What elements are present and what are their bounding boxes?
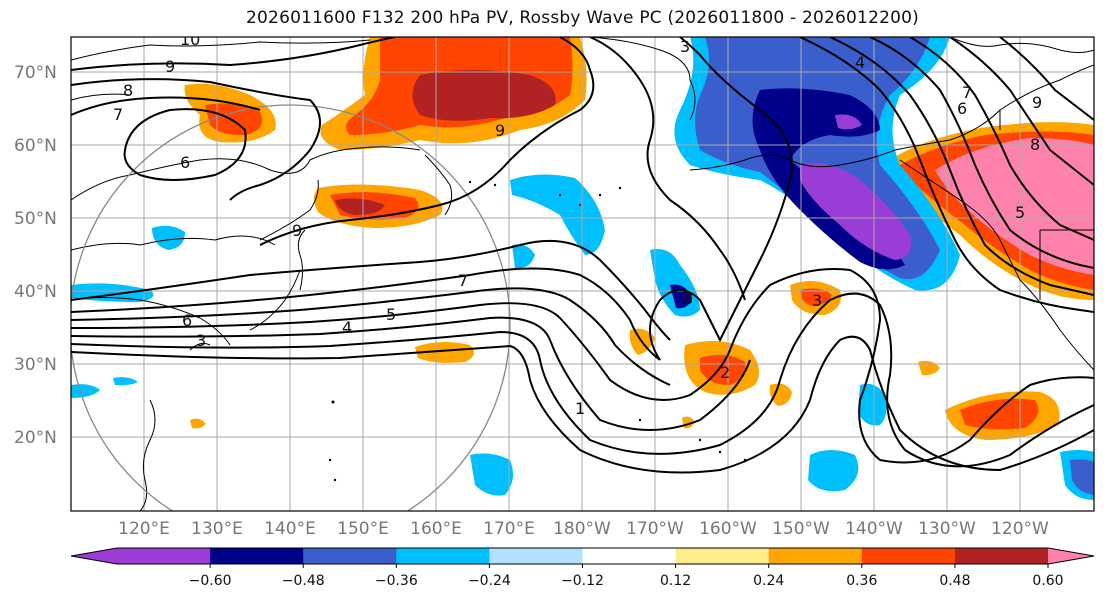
map-contents: 10 9 8 7 6 9 9 7 6 3 4 5 3 8 1 2 3 4 7 6… [71,30,1094,511]
lon-label: 140°E [264,519,316,539]
contour-label: 9 [292,221,302,240]
lon-label: 160°E [410,519,462,539]
colorbar-segment [675,548,770,564]
contour-label: 6 [180,153,190,172]
lon-label: 120°W [991,519,1049,539]
lat-label: 70°N [14,63,57,83]
colorbar-segment [582,548,677,564]
lon-label: 130°W [918,519,976,539]
contour-label: 6 [182,311,192,330]
islands [328,180,747,482]
colorbar-segment [954,548,1049,564]
region-circle [71,104,511,511]
contour-label: 7 [113,105,123,124]
lat-label: 50°N [14,209,57,229]
contour-labels: 10 9 8 7 6 9 9 7 6 3 4 5 3 8 1 2 3 4 7 6… [113,30,1042,418]
contour-label: 8 [1030,135,1040,154]
contour-label: 4 [342,318,352,337]
contour-label: 5 [386,305,396,324]
colorbar-tick-label: −0.36 [375,573,418,589]
positive-anomaly-subtropic [415,341,474,363]
colorbar-tick-label: −0.48 [282,573,325,589]
colorbar-tick-label: 0.36 [846,573,877,589]
contour-label: 3 [196,331,206,350]
pv-contours [71,37,1094,474]
colorbar-tick-label: 0.24 [753,573,784,589]
colorbar-segment [861,548,956,564]
colorbar-outline [70,547,1095,565]
lon-label: 120°E [118,519,170,539]
contour-label: 9 [165,57,175,76]
contour-label: 9 [1032,93,1042,112]
colorbar-extend-low [71,548,117,564]
contour-label: 8 [683,289,693,308]
colorbar-segment [303,548,397,564]
lat-label: 60°N [14,136,57,156]
contour-label: 2 [720,363,730,382]
contour-label: 8 [123,81,133,100]
lon-label: 130°E [191,519,243,539]
lat-label: 30°N [14,355,57,375]
lat-label: 20°N [14,428,57,448]
colorbar-tick-label: 0.12 [660,573,691,589]
contour-label: 3 [680,37,690,56]
contour-label: 5 [1015,203,1025,222]
lon-label: 150°W [772,519,830,539]
lon-label: 180°W [553,519,611,539]
shading-layer [71,37,1094,500]
colorbar-extend-high [1048,548,1094,564]
contour-label: 7 [458,271,468,290]
colorbar-tick-label: 0.60 [1032,573,1063,589]
negative-anomaly-central [510,174,605,255]
colorbar-tick-label: −0.60 [189,573,232,589]
contour-label: 4 [855,53,865,72]
colorbar: −0.60 −0.48 −0.36 −0.24 −0.12 0.12 0.24 0.36 0.4… [70,547,1095,589]
lon-label: 170°W [626,519,684,539]
contour-label: 3 [812,291,822,310]
coastlines [71,37,1094,511]
colorbar-segment [117,548,211,564]
lon-label: 140°W [845,519,903,539]
contour-label: 9 [495,121,505,140]
contour-label: 6 [957,99,967,118]
longitude-labels: 120°E 130°E 140°E 150°E 160°E 170°E 180°… [118,519,1049,539]
colorbar-tick-label: −0.12 [561,573,604,589]
colorbar-tick-label: 0.48 [939,573,970,589]
latitude-labels: 70°N 60°N 50°N 40°N 30°N 20°N [14,63,57,448]
lon-label: 160°W [699,519,757,539]
lat-label: 40°N [14,282,57,302]
lon-label: 170°E [483,519,535,539]
colorbar-segment [489,548,583,564]
colorbar-segment [396,548,490,564]
colorbar-segment [210,548,304,564]
lon-label: 150°E [337,519,389,539]
contour-label: 7 [962,83,972,102]
colorbar-tick-label: −0.24 [468,573,511,589]
map-title: 2026011600 F132 200 hPa PV, Rossby Wave … [246,8,919,28]
contour-label: 1 [575,399,585,418]
contour-label: 10 [180,30,200,49]
colorbar-segment [768,548,863,564]
map-frame [70,36,1095,512]
